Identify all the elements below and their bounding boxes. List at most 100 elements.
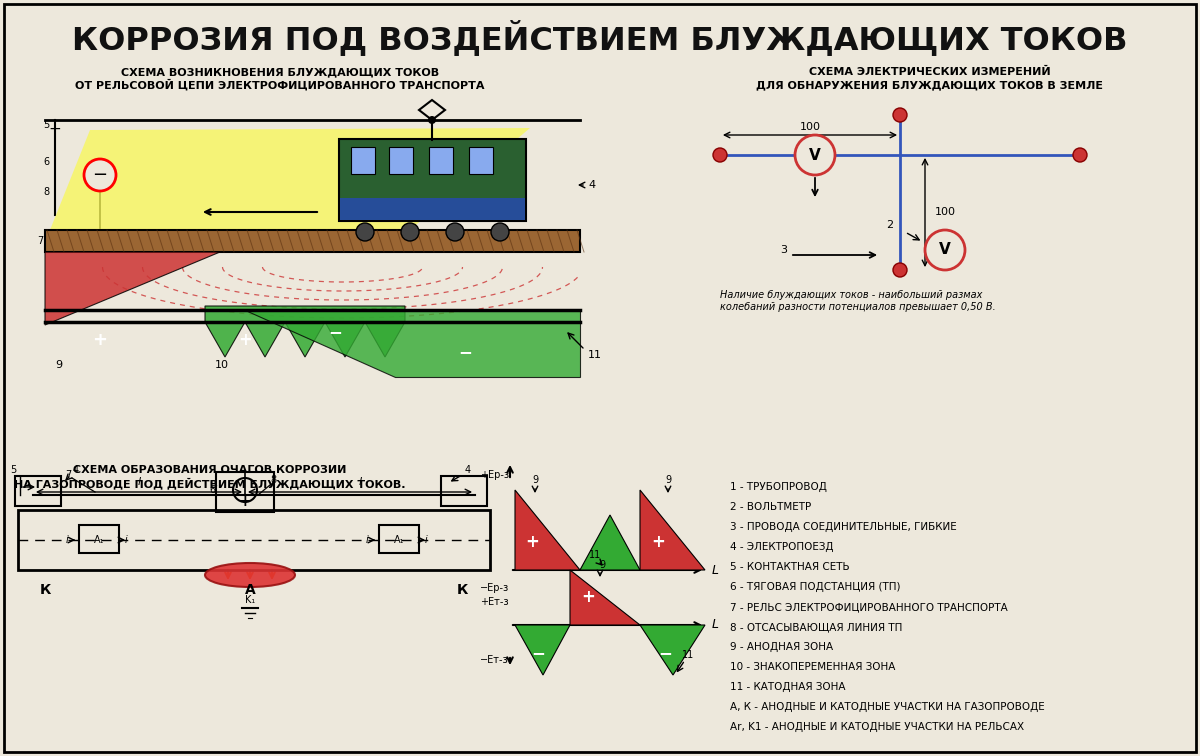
Text: −: − (458, 343, 472, 361)
Text: +: + (48, 122, 61, 138)
Circle shape (428, 116, 436, 124)
Text: L: L (712, 618, 719, 631)
Text: колебаний разности потенциалов превышает 0,50 В.: колебаний разности потенциалов превышает… (720, 302, 996, 312)
Text: L: L (712, 563, 719, 577)
Text: 11: 11 (588, 350, 602, 360)
Text: 1 - ТРУБОПРОВОД: 1 - ТРУБОПРОВОД (730, 482, 827, 492)
Text: +Eр-з: +Eр-з (480, 470, 509, 480)
Circle shape (893, 263, 907, 277)
Polygon shape (46, 252, 220, 325)
Text: i: i (425, 535, 427, 545)
Ellipse shape (205, 563, 295, 587)
Text: 10 - ЗНАКОПЕРЕМЕННАЯ ЗОНА: 10 - ЗНАКОПЕРЕМЕННАЯ ЗОНА (730, 662, 895, 672)
Text: А, К - АНОДНЫЕ И КАТОДНЫЕ УЧАСТКИ НА ГАЗОПРОВОДЕ: А, К - АНОДНЫЕ И КАТОДНЫЕ УЧАСТКИ НА ГАЗ… (730, 702, 1045, 712)
Text: 5: 5 (43, 120, 49, 130)
Text: i: i (65, 535, 68, 545)
Text: 6: 6 (43, 157, 49, 167)
Text: −Eт-з: −Eт-з (480, 655, 509, 665)
Text: 8 - ОТСАСЫВАЮЩАЯ ЛИНИЯ ТП: 8 - ОТСАСЫВАЮЩАЯ ЛИНИЯ ТП (730, 622, 902, 632)
Text: 3 - ПРОВОДА СОЕДИНИТЕЛЬНЫЕ, ГИБКИЕ: 3 - ПРОВОДА СОЕДИНИТЕЛЬНЫЕ, ГИБКИЕ (730, 522, 956, 532)
Text: −: − (532, 644, 545, 662)
Text: i: i (365, 535, 368, 545)
Circle shape (713, 148, 727, 162)
Text: СХЕМА ВОЗНИКНОВЕНИЯ БЛУЖДАЮЩИХ ТОКОВ: СХЕМА ВОЗНИКНОВЕНИЯ БЛУЖДАЮЩИХ ТОКОВ (121, 67, 439, 77)
Text: 100: 100 (935, 207, 955, 217)
Polygon shape (515, 625, 570, 675)
Text: НА ГАЗОПРОВОДЕ ПОД ДЕЙСТВИЕМ БЛУЖДАЮЩИХ ТОКОВ.: НА ГАЗОПРОВОДЕ ПОД ДЕЙСТВИЕМ БЛУЖДАЮЩИХ … (14, 477, 406, 489)
Text: 9: 9 (532, 475, 538, 485)
Text: СХЕМА ЭЛЕКТРИЧЕСКИХ ИЗМЕРЕНИЙ: СХЕМА ЭЛЕКТРИЧЕСКИХ ИЗМЕРЕНИЙ (809, 67, 1051, 77)
Polygon shape (50, 128, 530, 230)
Text: 9: 9 (665, 475, 671, 485)
Text: 100: 100 (799, 122, 821, 132)
Polygon shape (205, 306, 406, 357)
Text: ОТ РЕЛЬСОВОЙ ЦЕПИ ЭЛЕКТРОФИЦИРОВАННОГО ТРАНСПОРТА: ОТ РЕЛЬСОВОЙ ЦЕПИ ЭЛЕКТРОФИЦИРОВАННОГО Т… (76, 79, 485, 91)
Text: −: − (658, 644, 672, 662)
Text: 4: 4 (466, 465, 472, 475)
FancyBboxPatch shape (46, 230, 580, 252)
FancyBboxPatch shape (389, 147, 413, 174)
Circle shape (1073, 148, 1087, 162)
Text: +Eт-з: +Eт-з (480, 597, 509, 607)
Text: Наличие блуждающих токов - наибольший размах: Наличие блуждающих токов - наибольший ра… (720, 290, 983, 300)
Text: 2: 2 (887, 220, 894, 230)
Circle shape (925, 230, 965, 270)
Text: К: К (456, 583, 468, 597)
Text: 4: 4 (73, 465, 79, 475)
Polygon shape (570, 570, 640, 625)
Circle shape (356, 223, 374, 241)
FancyBboxPatch shape (469, 147, 493, 174)
FancyBboxPatch shape (352, 147, 374, 174)
Text: 9: 9 (55, 360, 62, 370)
Text: 4 - ЭЛЕКТРОПОЕЗД: 4 - ЭЛЕКТРОПОЕЗД (730, 542, 834, 552)
Text: 11 - КАТОДНАЯ ЗОНА: 11 - КАТОДНАЯ ЗОНА (730, 682, 846, 692)
Polygon shape (580, 515, 640, 570)
Text: А: А (245, 583, 256, 597)
Text: 7: 7 (37, 236, 43, 246)
Text: СХЕМА ОБРАЗОВАНИЯ ОЧАГОВ КОРРОЗИИ: СХЕМА ОБРАЗОВАНИЯ ОЧАГОВ КОРРОЗИИ (73, 465, 347, 475)
Polygon shape (640, 625, 706, 675)
Text: +: + (238, 331, 252, 349)
Text: l: l (138, 477, 140, 487)
Text: +: + (526, 533, 539, 551)
Text: −: − (92, 166, 108, 184)
Text: 7 - РЕЛЬС ЭЛЕКТРОФИЦИРОВАННОГО ТРАНСПОРТА: 7 - РЕЛЬС ЭЛЕКТРОФИЦИРОВАННОГО ТРАНСПОРТ… (730, 602, 1008, 612)
Circle shape (446, 223, 464, 241)
Text: 5: 5 (10, 465, 17, 475)
Text: i: i (125, 535, 127, 545)
Text: 9 - АНОДНАЯ ЗОНА: 9 - АНОДНАЯ ЗОНА (730, 642, 833, 652)
Circle shape (796, 135, 835, 175)
Text: ДЛЯ ОБНАРУЖЕНИЯ БЛУЖДАЮЩИХ ТОКОВ В ЗЕМЛЕ: ДЛЯ ОБНАРУЖЕНИЯ БЛУЖДАЮЩИХ ТОКОВ В ЗЕМЛЕ (756, 80, 1104, 90)
Text: +: + (92, 331, 108, 349)
Text: 10: 10 (215, 360, 229, 370)
FancyBboxPatch shape (430, 147, 454, 174)
Text: +: + (652, 533, 665, 551)
Text: 6 - ТЯГОВАЯ ПОДСТАНЦИЯ (ТП): 6 - ТЯГОВАЯ ПОДСТАНЦИЯ (ТП) (730, 582, 900, 592)
Text: К: К (40, 583, 50, 597)
Circle shape (491, 223, 509, 241)
Text: 5 - КОНТАКТНАЯ СЕТЬ: 5 - КОНТАКТНАЯ СЕТЬ (730, 562, 850, 572)
Text: 8: 8 (43, 187, 49, 197)
Text: V: V (940, 243, 950, 258)
Polygon shape (245, 310, 580, 377)
Text: 9: 9 (599, 560, 605, 570)
Text: 7: 7 (65, 470, 71, 480)
Polygon shape (515, 490, 580, 570)
Text: l: l (359, 477, 361, 487)
Text: 11: 11 (682, 650, 694, 660)
Text: V: V (809, 147, 821, 163)
Polygon shape (640, 490, 706, 570)
Text: 6: 6 (209, 485, 215, 495)
Circle shape (401, 223, 419, 241)
Text: Аr, K1 - АНОДНЫЕ И КАТОДНЫЕ УЧАСТКИ НА РЕЛЬСАХ: Аr, K1 - АНОДНЫЕ И КАТОДНЫЕ УЧАСТКИ НА Р… (730, 722, 1024, 732)
Text: +: + (581, 588, 595, 606)
Text: КОРРОЗИЯ ПОД ВОЗДЕЙСТВИЕМ БЛУЖДАЮЩИХ ТОКОВ: КОРРОЗИЯ ПОД ВОЗДЕЙСТВИЕМ БЛУЖДАЮЩИХ ТОК… (72, 20, 1128, 56)
Text: 2 - ВОЛЬТМЕТР: 2 - ВОЛЬТМЕТР (730, 502, 811, 512)
Text: 4: 4 (588, 180, 595, 190)
Circle shape (84, 159, 116, 191)
Text: 11: 11 (589, 550, 601, 560)
Text: −: − (328, 323, 342, 341)
Text: +: + (239, 494, 251, 510)
Text: A₁: A₁ (394, 535, 404, 545)
FancyBboxPatch shape (340, 139, 526, 221)
